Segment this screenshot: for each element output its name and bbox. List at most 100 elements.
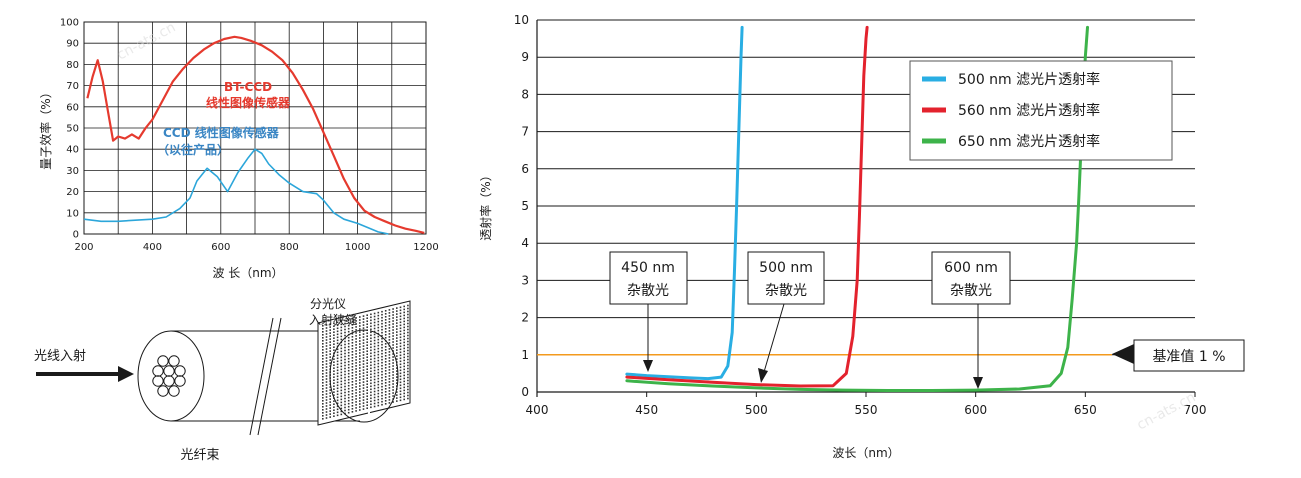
slit-dot: [355, 401, 357, 403]
slit-dot: [325, 375, 328, 377]
slit-dot: [355, 395, 357, 397]
tr-x-tick-label: 600: [964, 403, 987, 417]
slit-dot: [396, 379, 398, 381]
slit-dot: [403, 386, 405, 389]
tr-y-tick-label: 1: [521, 348, 529, 362]
slit-dot: [333, 343, 335, 345]
slit-dot: [325, 333, 328, 335]
slit-dot: [396, 310, 398, 312]
slit-dot: [329, 410, 331, 412]
slit-dot: [373, 372, 376, 375]
slit-dot: [407, 334, 409, 337]
slit-dot: [340, 347, 343, 350]
slit-dot: [333, 376, 335, 378]
slit-dot: [381, 349, 383, 352]
slit-dot: [355, 329, 357, 331]
slit-dot: [403, 362, 405, 365]
slit-dot: [322, 370, 324, 372]
slit-dot: [325, 381, 328, 383]
slit-dot: [325, 402, 328, 404]
slit-dot: [392, 332, 394, 334]
slit-dot: [370, 376, 372, 379]
fiber-bundle-label: 光纤束: [180, 448, 219, 463]
tr-x-tick-label: 500: [745, 403, 768, 417]
slit-dot: [407, 355, 409, 358]
slit-dot: [333, 382, 335, 384]
slit-dot: [384, 367, 387, 369]
slit-dot: [347, 339, 350, 342]
slit-dot: [362, 330, 365, 332]
slit-dot: [403, 392, 405, 395]
slit-dot: [340, 413, 343, 416]
slit-dot: [329, 347, 331, 349]
slit-dot: [329, 365, 331, 367]
slit-dot: [370, 403, 372, 406]
slit-dot: [340, 353, 343, 356]
slit-dot: [388, 333, 391, 335]
slit-dot: [392, 392, 394, 394]
slit-dot: [388, 315, 391, 317]
slit-dot: [396, 391, 398, 393]
slit-dot: [370, 364, 372, 367]
slit-dot: [381, 358, 383, 361]
slit-dot: [366, 326, 368, 328]
slit-dot: [370, 316, 372, 319]
slit-dot: [355, 389, 357, 391]
slit-dot: [403, 326, 405, 329]
slit-dot: [399, 342, 402, 345]
legend-entry-560: 560 nm 滤光片透射率: [958, 102, 1100, 119]
slit-dot: [359, 406, 361, 408]
slit-dot: [392, 335, 394, 337]
slit-dot: [336, 411, 339, 414]
slit-dot: [359, 319, 361, 321]
slit-dot: [388, 342, 391, 344]
slit-dot: [403, 341, 405, 344]
slit-dot: [403, 398, 405, 401]
slit-dot: [322, 394, 324, 396]
slit-dot: [403, 323, 405, 326]
fiber-bundle-break-marks: [249, 317, 282, 436]
slit-dot: [370, 385, 372, 388]
slit-dot: [322, 376, 324, 378]
light-in-label: 光线入射: [34, 348, 86, 364]
slit-dot: [333, 331, 335, 333]
slit-dot: [333, 385, 335, 387]
slit-dot: [377, 365, 380, 368]
slit-dot: [381, 364, 383, 367]
tr-x-axis-label: 波长（nm）: [832, 446, 899, 460]
slit-dot: [336, 336, 339, 339]
slit-dot: [403, 308, 405, 311]
slit-dot: [347, 354, 350, 357]
slit-dot: [403, 338, 405, 341]
slit-dot: [370, 328, 372, 331]
slit-dot: [329, 353, 331, 355]
slit-dot: [355, 335, 357, 337]
slit-dot: [407, 319, 409, 322]
slit-dot: [359, 400, 361, 402]
slit-dot: [351, 348, 354, 350]
slit-dot: [333, 394, 335, 396]
slit-dot: [373, 333, 376, 336]
slit-dot: [351, 321, 354, 323]
slit-dot: [359, 331, 361, 333]
slit-dot: [325, 357, 328, 359]
slit-dot: [322, 379, 324, 381]
slit-dot: [344, 379, 346, 382]
slit-dot: [396, 358, 398, 360]
slit-dot: [366, 401, 368, 403]
slit-dot: [359, 337, 361, 339]
slit-dot: [392, 347, 394, 349]
slit-dot: [355, 338, 357, 340]
slit-dot: [344, 364, 346, 367]
slit-dot: [347, 363, 350, 366]
slit-dot: [336, 402, 339, 405]
slit-dot: [370, 388, 372, 391]
slit-dot: [384, 355, 387, 357]
slit-dot: [403, 332, 405, 335]
slit-label-line2: 入射狭缝: [309, 312, 357, 327]
slit-dot: [355, 347, 357, 349]
tr-y-tick-label: 3: [521, 273, 529, 287]
slit-dot: [403, 353, 405, 356]
slit-dot: [403, 359, 405, 362]
slit-dot: [381, 322, 383, 325]
